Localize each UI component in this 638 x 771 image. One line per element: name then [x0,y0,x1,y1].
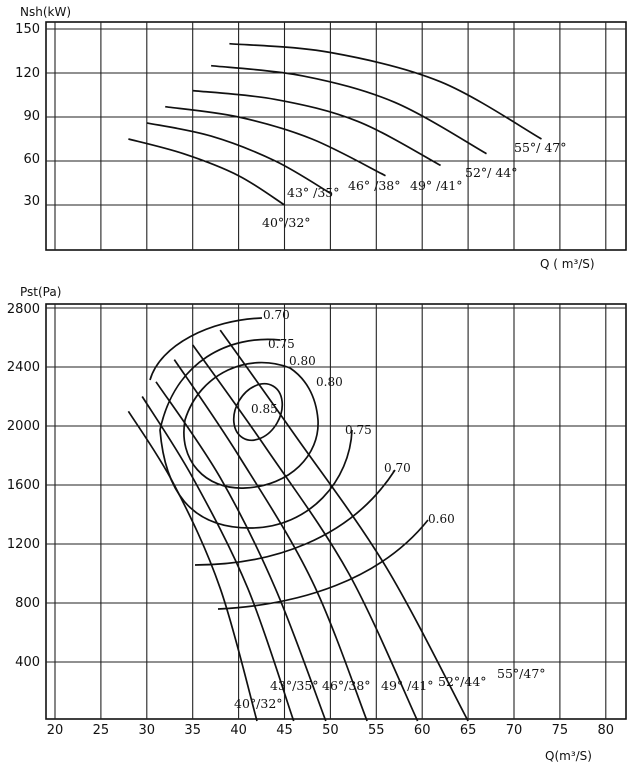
top-y-tick-150: 150 [15,22,40,37]
efficiency-contour-085 [232,382,284,442]
top-series-line [229,42,542,140]
bottom-label-46-38: 46°/38° [322,678,371,693]
top-label-43-35: 43° /35° [287,185,340,200]
bottom-y-tick-800: 800 [15,596,40,611]
bottom-y-tick-2000: 2000 [7,419,40,434]
bottom-label-52-44: 52°/44° [438,674,487,689]
bottom-x-tick: 25 [93,723,110,738]
bottom-y-tick-400: 400 [15,655,40,670]
bottom-series-line [127,410,258,722]
top-y-tick-120: 120 [15,66,40,81]
bottom-label-49-41: 49° /41° [381,678,434,693]
top-panel: Nsh(kW) 150 120 90 60 30 Q ( m³/S) 40°/3… [15,5,627,271]
bottom-x-tick: 55 [368,723,385,738]
eff-label-080-inner: 0.80 [289,354,316,368]
eff-label-075-top: 0.75 [268,337,295,351]
bottom-series-line [173,359,368,722]
efficiency-contour-075 [159,338,353,529]
bottom-x-tick: 75 [552,723,569,738]
bottom-x-tick: 35 [184,723,201,738]
top-series-line [211,64,487,155]
eff-label-085: 0.85 [251,402,278,416]
bottom-y-tick-1600: 1600 [7,478,40,493]
bottom-x-axis-title: Q(m³/S) [545,749,592,763]
bottom-x-tick: 45 [276,723,293,738]
bottom-curves [127,329,469,722]
eff-label-060: 0.60 [428,512,455,526]
top-y-axis-title: Nsh(kW) [20,5,71,19]
top-grid [46,22,626,250]
bottom-y-tick-2800: 2800 [7,302,40,317]
top-series-line [192,89,441,167]
bottom-series-line [155,381,327,722]
top-plot-frame [45,21,627,251]
bottom-x-ticks: 20 25 30 35 40 45 50 55 60 65 70 75 80 [47,723,614,738]
eff-label-070-right: 0.70 [384,461,411,475]
bottom-grid [46,304,626,719]
bottom-y-tick-2400: 2400 [7,360,40,375]
top-curves [128,42,542,206]
bottom-panel: Pst(Pa) 2800 2400 2000 1600 1200 800 400… [7,285,627,763]
top-series-line [165,105,386,177]
bottom-x-tick: 65 [460,723,477,738]
bottom-x-tick: 50 [322,723,339,738]
efficiency-contour-080 [183,361,319,489]
top-label-52-44: 52°/ 44° [465,165,518,180]
efficiency-contours [149,317,429,610]
bottom-x-tick: 40 [230,723,247,738]
top-y-tick-30: 30 [23,194,40,209]
eff-label-070-top: 0.70 [263,308,290,322]
eff-label-080-outer: 0.80 [316,375,343,389]
top-label-55-47: 55°/ 47° [514,140,567,155]
bottom-label-40-32: 40°/32° [234,696,283,711]
bottom-label-43-35: 43°/35° [270,678,319,693]
top-y-tick-60: 60 [23,152,40,167]
top-y-tick-90: 90 [23,109,40,124]
bottom-y-tick-1200: 1200 [7,537,40,552]
bottom-x-tick: 80 [598,723,615,738]
efficiency-contour-070 [149,317,396,566]
top-label-49-41: 49° /41° [410,178,463,193]
bottom-y-axis-title: Pst(Pa) [20,285,61,299]
top-x-axis-title: Q ( m³/S) [540,257,595,271]
bottom-series-line [192,344,419,722]
bottom-series-line [141,396,295,722]
bottom-x-tick: 60 [414,723,431,738]
bottom-series-line [219,329,469,722]
top-label-46-38: 46° /38° [348,178,401,193]
bottom-label-55-47: 55°/47° [497,666,546,681]
bottom-x-tick: 70 [506,723,523,738]
bottom-x-tick: 30 [139,723,156,738]
top-series-line [128,138,285,206]
bottom-plot-frame [45,303,627,720]
top-series-line [146,122,331,195]
efficiency-contour-060 [217,519,429,610]
bottom-x-tick: 20 [47,723,64,738]
top-label-40-32: 40°/32° [262,215,311,230]
eff-label-075-right: 0.75 [345,423,372,437]
